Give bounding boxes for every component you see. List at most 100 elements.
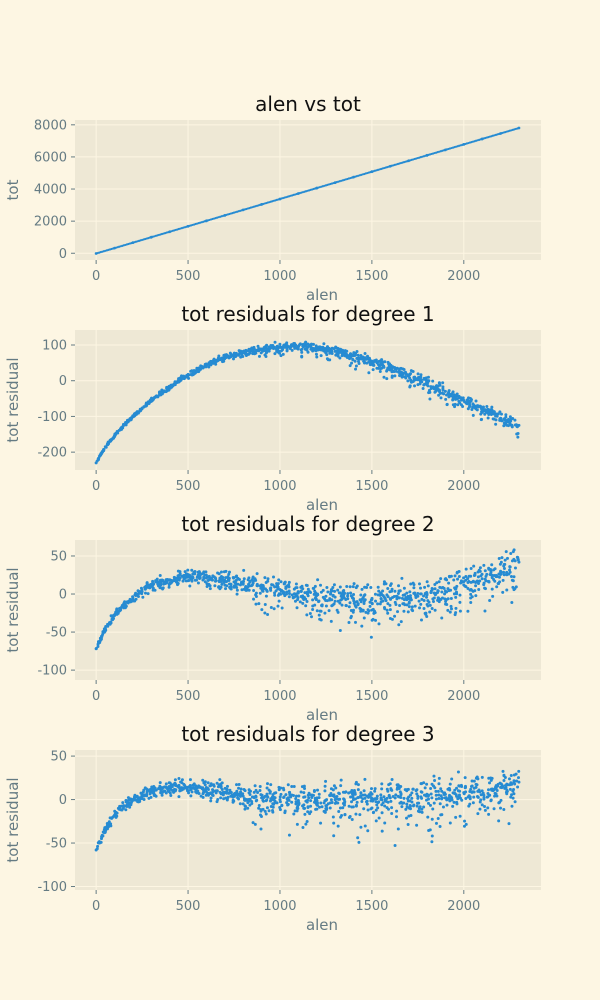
data-point <box>419 586 423 590</box>
data-point <box>330 346 334 350</box>
data-point <box>362 807 366 811</box>
x-tick-label: 500 <box>176 899 201 914</box>
data-point <box>492 807 496 811</box>
data-point <box>217 585 221 589</box>
data-point <box>352 351 356 355</box>
data-point <box>393 589 397 593</box>
data-point <box>412 583 416 587</box>
data-point <box>292 784 296 788</box>
data-point <box>233 584 237 588</box>
data-point <box>366 583 370 587</box>
data-point <box>134 593 138 597</box>
data-point <box>502 573 506 577</box>
data-point <box>266 795 270 799</box>
data-point <box>300 350 304 354</box>
x-tick-label: 1500 <box>355 269 388 284</box>
data-point <box>302 806 306 810</box>
data-point <box>398 604 402 608</box>
data-point <box>496 784 500 788</box>
data-point <box>482 583 486 587</box>
data-point <box>315 355 319 359</box>
data-point <box>202 781 206 785</box>
data-point <box>300 354 304 358</box>
data-point <box>209 783 213 787</box>
data-point <box>439 597 443 601</box>
data-point <box>437 782 441 786</box>
data-point <box>487 579 491 583</box>
data-point <box>358 606 362 610</box>
data-point <box>131 414 135 418</box>
data-point <box>114 431 118 435</box>
x-tick-label: 1500 <box>355 689 388 704</box>
data-point <box>264 594 268 598</box>
data-point <box>366 808 370 812</box>
data-point <box>304 604 308 608</box>
data-point <box>225 797 229 801</box>
data-point <box>277 198 280 201</box>
data-point <box>387 165 390 168</box>
data-point <box>199 364 203 368</box>
data-point <box>303 591 307 595</box>
data-point <box>449 597 453 601</box>
data-point <box>309 590 313 594</box>
data-point <box>359 609 363 613</box>
data-point <box>220 582 224 586</box>
data-point <box>224 587 228 591</box>
data-point <box>503 418 507 422</box>
data-point <box>466 609 470 613</box>
data-point <box>148 236 151 239</box>
data-point <box>325 798 329 802</box>
data-point <box>190 568 194 572</box>
data-point <box>173 789 177 793</box>
data-point <box>195 578 199 582</box>
data-point <box>468 802 472 806</box>
data-point <box>494 792 498 796</box>
data-point <box>393 614 397 618</box>
data-point <box>433 778 437 782</box>
data-point <box>363 593 367 597</box>
data-point <box>196 789 200 793</box>
data-point <box>334 349 338 353</box>
data-point <box>486 788 490 792</box>
data-point <box>216 785 220 789</box>
data-point <box>209 796 213 800</box>
data-point <box>210 578 214 582</box>
data-point <box>463 584 467 588</box>
data-point <box>258 813 262 817</box>
data-point <box>373 592 377 596</box>
data-point <box>285 348 289 352</box>
data-point <box>188 584 192 588</box>
data-point <box>393 844 397 848</box>
data-point <box>441 385 445 389</box>
data-point <box>422 599 426 603</box>
data-point <box>463 784 467 788</box>
data-point <box>351 585 355 589</box>
data-point <box>188 778 192 782</box>
data-points <box>94 769 521 852</box>
data-point <box>219 356 223 360</box>
data-point <box>472 795 476 799</box>
data-point <box>411 804 415 808</box>
data-point <box>432 774 436 778</box>
data-point <box>395 783 399 787</box>
data-point <box>288 790 292 794</box>
data-point <box>469 592 473 596</box>
data-point <box>394 369 398 373</box>
data-point <box>417 807 421 811</box>
data-point <box>237 786 241 790</box>
data-point <box>396 610 400 614</box>
data-point <box>353 359 357 363</box>
data-point <box>437 580 441 584</box>
data-point <box>496 581 500 585</box>
data-point <box>147 401 151 405</box>
data-point <box>222 214 225 217</box>
data-point <box>169 578 173 582</box>
data-point <box>391 794 395 798</box>
data-point <box>297 344 301 348</box>
data-point <box>322 801 326 805</box>
data-point <box>362 361 366 365</box>
data-point <box>97 640 101 644</box>
data-point <box>447 392 451 396</box>
data-point <box>431 599 435 603</box>
data-point <box>396 592 400 596</box>
